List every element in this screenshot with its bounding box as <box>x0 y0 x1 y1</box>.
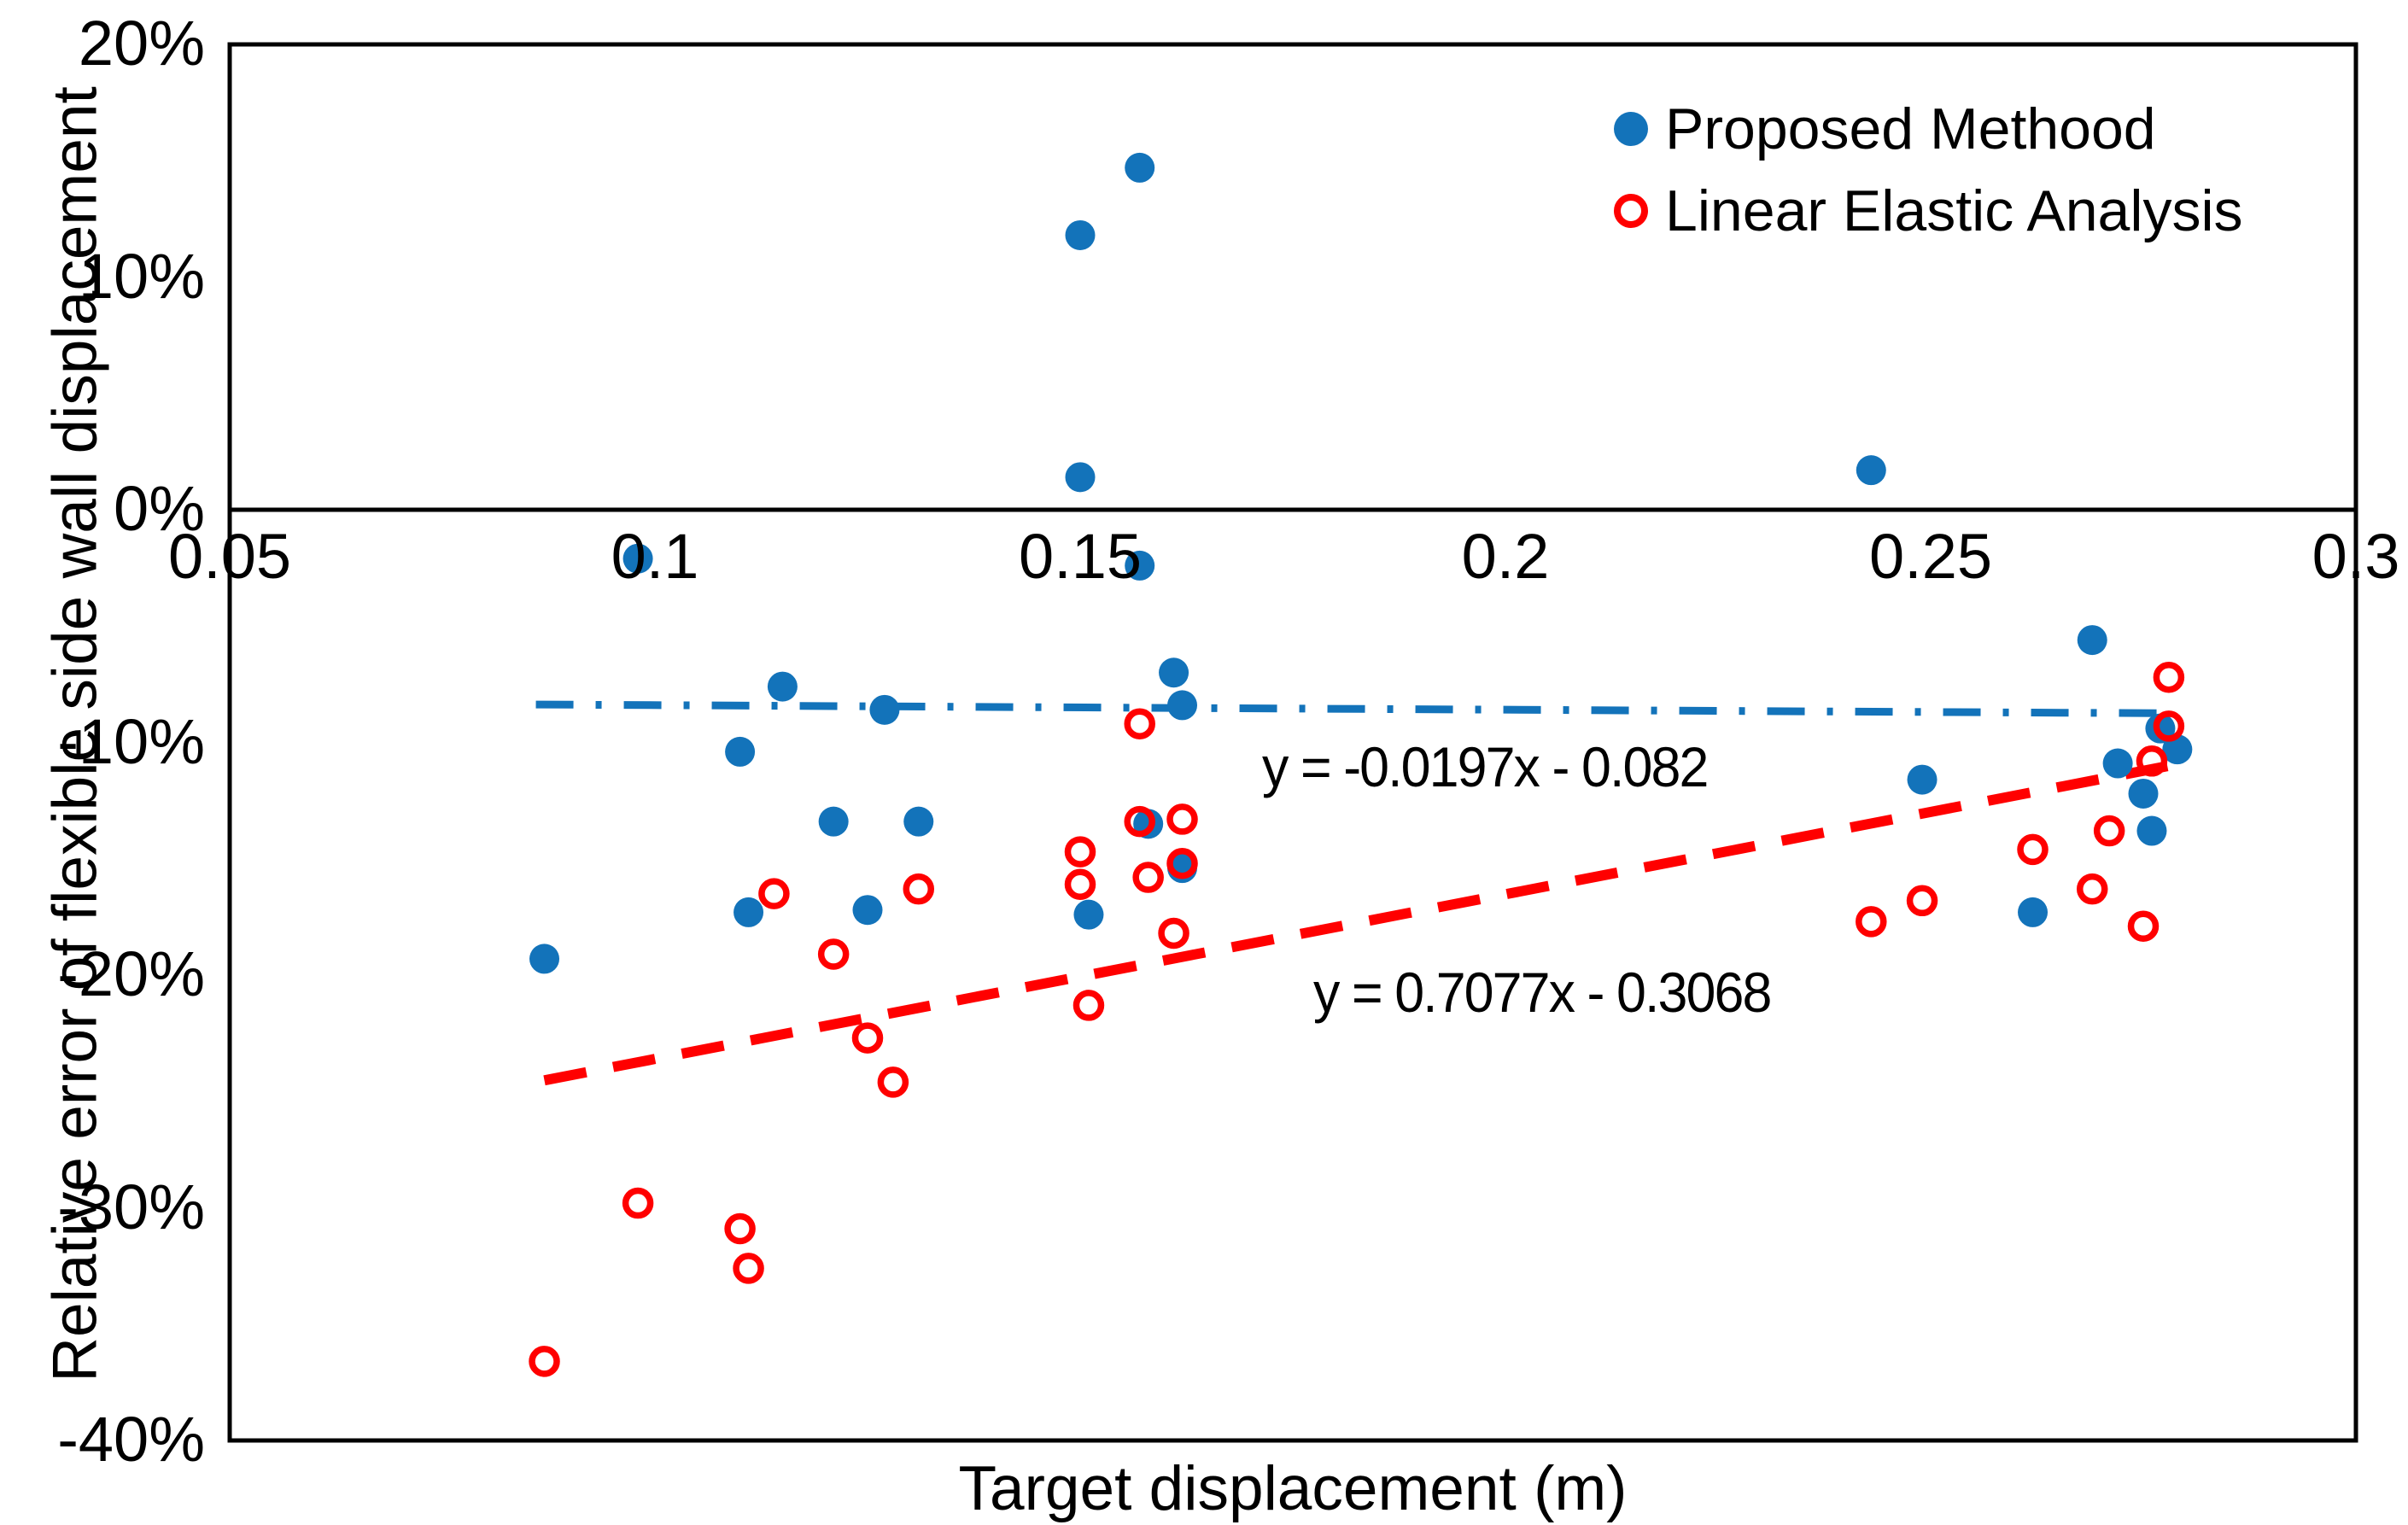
data-point-linear <box>851 1022 884 1054</box>
data-point-proposed <box>818 806 849 837</box>
x-axis-title: Target displacement (m) <box>958 1454 1628 1523</box>
data-point-proposed <box>1159 657 1189 688</box>
data-point-linear <box>877 1066 909 1098</box>
data-point-proposed <box>529 944 560 974</box>
data-point-linear <box>1906 885 1938 917</box>
data-point-proposed <box>2102 748 2133 779</box>
data-point-linear <box>1064 868 1096 900</box>
data-point-proposed <box>734 897 764 927</box>
data-point-proposed <box>2077 625 2107 656</box>
data-point-linear <box>1124 805 1155 838</box>
legend-label-linear-elastic: Linear Elastic Analysis <box>1665 178 2243 243</box>
data-point-linear <box>2127 910 2160 943</box>
data-point-linear <box>817 938 850 970</box>
legend-item-linear-elastic: Linear Elastic Analysis <box>1609 178 2243 244</box>
data-point-proposed <box>869 694 900 725</box>
legend-marker-open-circle-icon <box>1614 194 1648 228</box>
x-tick-label: 0.2 <box>1461 521 1550 592</box>
data-point-linear <box>1166 803 1198 835</box>
data-point-proposed <box>622 543 653 574</box>
data-point-linear <box>529 1346 560 1377</box>
legend: Proposed Methood Linear Elastic Analysis <box>1609 96 2243 244</box>
data-point-linear <box>1124 708 1155 739</box>
data-point-linear <box>1856 906 1887 938</box>
y-tick-label: 10% <box>78 240 205 312</box>
trendline-equation-proposed: y = -0.0197x - 0.082 <box>1262 735 1709 798</box>
data-point-proposed <box>725 736 756 767</box>
x-tick-label: 0.25 <box>1868 521 1993 592</box>
data-point-linear <box>1158 917 1189 949</box>
data-point-linear <box>622 1187 654 1219</box>
data-point-proposed <box>1125 550 1155 581</box>
y-tick-label: -30% <box>57 1171 205 1242</box>
data-point-linear <box>724 1212 756 1245</box>
data-point-proposed <box>1065 219 1096 250</box>
x-tick-label: 0.1 <box>611 521 699 592</box>
data-point-linear <box>1166 847 1198 879</box>
x-tick-label: 0.05 <box>167 521 292 592</box>
legend-marker-filled-circle-icon <box>1614 112 1648 146</box>
data-point-proposed <box>903 806 934 837</box>
y-tick-label: 0% <box>114 472 205 544</box>
data-point-linear <box>758 878 790 909</box>
data-point-proposed <box>2128 778 2159 809</box>
legend-item-proposed-method: Proposed Methood <box>1609 96 2243 162</box>
data-point-linear <box>2136 745 2168 777</box>
data-point-linear <box>733 1253 764 1284</box>
data-point-proposed <box>1065 462 1096 493</box>
data-point-proposed <box>852 895 883 926</box>
data-point-linear <box>903 873 935 905</box>
plot-border <box>227 42 2358 1443</box>
data-point-linear <box>1064 836 1096 868</box>
legend-label-proposed-method: Proposed Methood <box>1665 96 2156 161</box>
y-tick-label: -40% <box>57 1403 205 1475</box>
data-point-linear <box>1072 990 1105 1021</box>
trendline-equation-linear: y = 0.7077x - 0.3068 <box>1313 961 1772 1024</box>
data-point-linear <box>2153 661 2185 693</box>
data-point-proposed <box>1125 152 1155 183</box>
x-tick-label: 0.3 <box>2312 521 2400 592</box>
data-point-linear <box>2076 873 2108 905</box>
data-point-proposed <box>767 671 798 702</box>
y-tick-label: 20% <box>78 7 205 79</box>
x-tick-label: 0.15 <box>1018 521 1143 592</box>
data-point-proposed <box>2136 815 2167 846</box>
data-point-proposed <box>2162 734 2193 765</box>
data-point-linear <box>2093 815 2125 847</box>
data-point-proposed <box>1907 764 1938 795</box>
data-point-linear <box>2153 710 2185 742</box>
data-point-linear <box>1132 862 1164 893</box>
data-point-linear <box>2017 833 2049 866</box>
trendline-proposed <box>535 700 2169 717</box>
y-tick-label: -10% <box>57 705 205 777</box>
data-point-proposed <box>1167 690 1198 721</box>
data-point-proposed <box>1856 455 1886 486</box>
y-tick-label: -20% <box>57 938 205 1009</box>
data-point-proposed <box>2018 897 2049 927</box>
data-point-proposed <box>1073 899 1104 930</box>
trendline-linear <box>543 757 2187 1086</box>
